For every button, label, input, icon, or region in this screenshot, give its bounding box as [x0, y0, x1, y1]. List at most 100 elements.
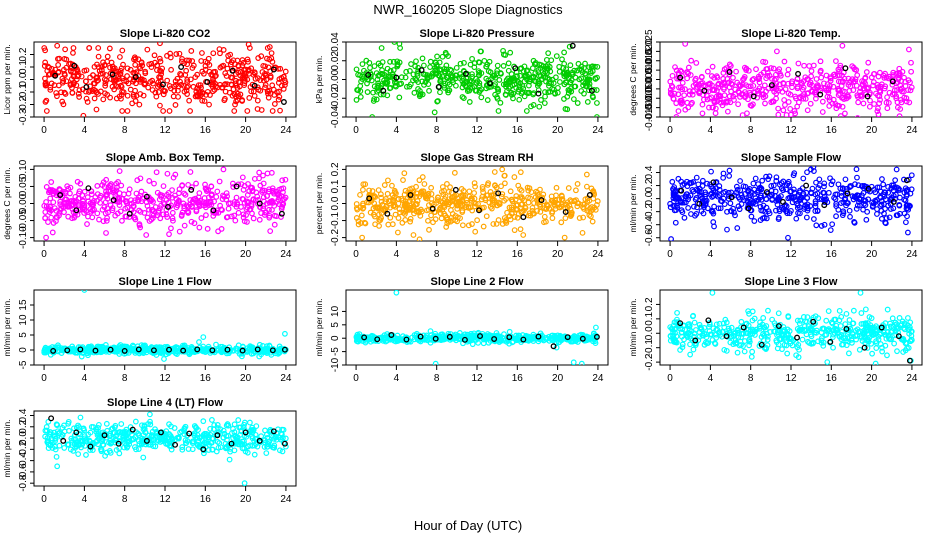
panel-title: Slope Line 1 Flow	[119, 276, 212, 288]
data-point	[855, 175, 860, 180]
data-point	[812, 217, 817, 222]
data-point	[568, 63, 573, 68]
data-point	[236, 211, 241, 216]
data-point	[393, 212, 398, 217]
x-tick-label: 12	[471, 125, 483, 136]
data-point	[154, 170, 159, 175]
panel-title: Slope Line 3 Flow	[745, 276, 838, 288]
data-point	[499, 184, 504, 189]
data-point	[512, 228, 517, 233]
data-point	[255, 98, 260, 103]
data-point	[426, 218, 431, 223]
x-tick-label: 24	[906, 125, 918, 136]
x-tick-label: 4	[394, 373, 400, 384]
data-point	[122, 192, 127, 197]
data-point	[519, 170, 524, 175]
data-point	[440, 54, 445, 59]
data-point	[885, 353, 890, 358]
data-point	[904, 220, 909, 225]
data-point	[727, 174, 732, 179]
data-point	[692, 320, 697, 325]
data-point	[273, 102, 278, 107]
data-point	[68, 191, 73, 196]
data-point	[92, 96, 97, 101]
data-point	[909, 69, 914, 74]
data-point	[814, 77, 819, 82]
data-point	[508, 50, 513, 55]
data-point	[484, 214, 489, 219]
data-point	[854, 83, 859, 88]
data-point	[475, 218, 480, 223]
data-point	[422, 63, 427, 68]
outlier-point	[594, 325, 599, 330]
data-point	[814, 180, 819, 185]
panel-title: Slope Line 2 Flow	[431, 276, 524, 288]
y-axis-label: percent per min.	[314, 173, 324, 234]
x-tick-label: 8	[434, 125, 440, 136]
data-point	[120, 218, 125, 223]
data-point	[147, 179, 152, 184]
data-point	[736, 102, 741, 107]
y-tick-label: 0.0	[330, 196, 341, 210]
data-point	[676, 118, 681, 123]
points	[42, 167, 288, 240]
data-point	[233, 218, 238, 223]
data-point	[574, 188, 579, 193]
reference-point	[822, 203, 827, 208]
data-point	[785, 72, 790, 77]
x-tick-label: 16	[512, 249, 524, 260]
data-point	[403, 218, 408, 223]
data-point	[831, 345, 836, 350]
data-point	[108, 46, 113, 51]
reference-point	[454, 188, 459, 193]
data-point	[754, 67, 759, 72]
data-point	[856, 100, 861, 105]
data-point	[786, 67, 791, 72]
data-point	[216, 229, 221, 234]
data-point	[467, 100, 472, 105]
data-point	[158, 103, 163, 108]
y-tick-label: 0.1	[330, 179, 341, 193]
data-point	[207, 102, 212, 107]
data-point	[182, 223, 187, 228]
x-tick-label: 24	[592, 125, 604, 136]
x-tick-label: 24	[280, 249, 292, 260]
reference-point	[804, 183, 809, 188]
data-point	[161, 184, 166, 189]
data-point	[738, 179, 743, 184]
data-point	[495, 63, 500, 68]
data-point	[239, 205, 244, 210]
data-point	[188, 170, 193, 175]
data-point	[408, 216, 413, 221]
y-axis-label: ml/min per min.	[628, 174, 638, 232]
data-point	[855, 116, 860, 121]
y-tick-label: 0.2	[18, 47, 29, 61]
x-tick-label: 20	[240, 125, 252, 136]
data-point	[269, 51, 274, 56]
data-point	[572, 97, 577, 102]
data-point	[95, 211, 100, 216]
data-point	[517, 97, 522, 102]
data-point	[892, 341, 897, 346]
data-point	[385, 192, 390, 197]
data-point	[542, 214, 547, 219]
data-point	[864, 307, 869, 312]
data-point	[554, 75, 559, 80]
data-point	[821, 99, 826, 104]
data-point	[101, 97, 106, 102]
data-point	[837, 309, 842, 314]
panel-title: Slope Li-820 CO2	[120, 28, 210, 40]
data-point	[217, 179, 222, 184]
data-point	[838, 324, 843, 329]
data-point	[543, 94, 548, 99]
points	[354, 40, 599, 120]
data-point	[760, 178, 765, 183]
data-point	[417, 178, 422, 183]
data-point	[682, 215, 687, 220]
x-tick-label: 24	[906, 249, 918, 260]
outlier-point	[117, 169, 122, 174]
